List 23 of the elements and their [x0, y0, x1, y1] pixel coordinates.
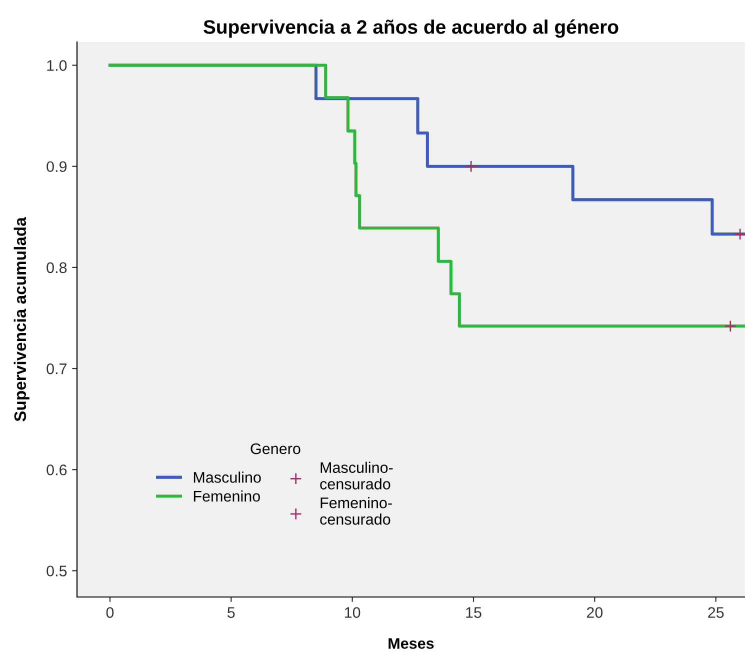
x-tick-label: 5: [228, 607, 235, 618]
legend-label: Femenino: [194, 490, 260, 502]
x-tick-label: 0: [106, 607, 114, 618]
point: [464, 160, 478, 172]
legend-label: Femenino-censurado: [320, 497, 392, 525]
chart-title: Supervivencia a 2 años de acuerdo al género: [204, 19, 618, 38]
y-tick-label: 0.7: [46, 363, 67, 374]
y-tick-label: 0.6: [46, 464, 67, 476]
point: [724, 320, 736, 332]
legend-title: Genero: [250, 443, 300, 454]
point: [734, 228, 745, 240]
x-tick-label: 25: [708, 607, 724, 618]
legend-label: Masculino-censurado: [320, 462, 393, 490]
y-tick-label: 0.5: [46, 566, 67, 576]
legend-label: Masculino: [194, 472, 261, 483]
y-axis-title: Supervivencia acumulada: [14, 217, 30, 422]
y-tick-label: 0.9: [46, 161, 67, 172]
y-tick-label: 1.0: [47, 60, 67, 71]
x-axis-title: Meses: [388, 638, 434, 649]
x-tick-label: 15: [466, 607, 482, 618]
y-tick-label: 0.8: [46, 262, 67, 274]
x-tick-label: 20: [586, 607, 603, 618]
x-tick-label: 10: [344, 607, 360, 618]
